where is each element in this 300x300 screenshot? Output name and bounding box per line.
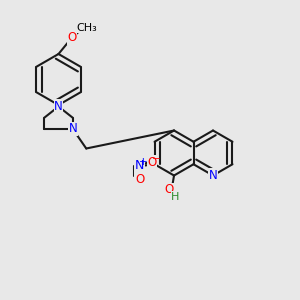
Text: N: N: [208, 169, 217, 182]
Text: N: N: [54, 100, 63, 113]
Text: CH₃: CH₃: [76, 23, 97, 33]
Text: +: +: [140, 157, 148, 167]
Text: H: H: [171, 191, 180, 202]
Text: −: −: [152, 154, 161, 164]
Text: O: O: [135, 173, 144, 186]
Text: O: O: [68, 31, 76, 44]
Text: O: O: [164, 183, 173, 196]
Text: N: N: [68, 122, 77, 136]
Text: O: O: [148, 156, 157, 169]
Text: N: N: [135, 159, 144, 172]
